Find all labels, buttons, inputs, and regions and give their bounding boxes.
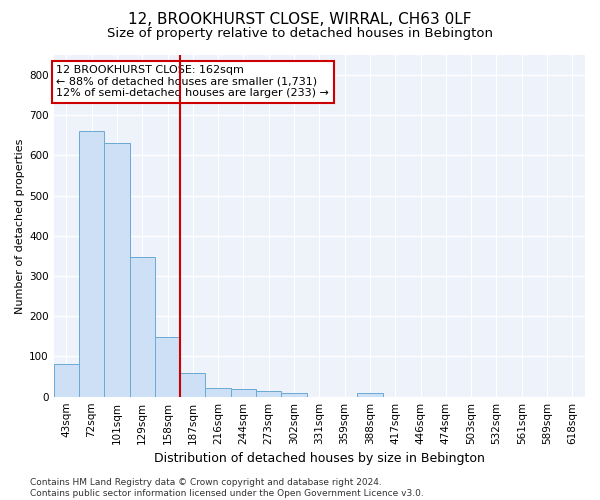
Bar [281, 394, 307, 396]
Bar [79, 132, 104, 396]
Bar [256, 392, 281, 396]
Bar [53, 364, 79, 396]
Bar [130, 257, 155, 396]
Bar [104, 144, 130, 396]
X-axis label: Distribution of detached houses by size in Bebington: Distribution of detached houses by size … [154, 452, 485, 465]
Bar [180, 374, 205, 396]
Y-axis label: Number of detached properties: Number of detached properties [15, 138, 25, 314]
Bar [231, 390, 256, 396]
Text: 12, BROOKHURST CLOSE, WIRRAL, CH63 0LF: 12, BROOKHURST CLOSE, WIRRAL, CH63 0LF [128, 12, 472, 28]
Text: 12 BROOKHURST CLOSE: 162sqm
← 88% of detached houses are smaller (1,731)
12% of : 12 BROOKHURST CLOSE: 162sqm ← 88% of det… [56, 66, 329, 98]
Text: Contains HM Land Registry data © Crown copyright and database right 2024.
Contai: Contains HM Land Registry data © Crown c… [30, 478, 424, 498]
Bar [155, 337, 180, 396]
Bar [357, 394, 383, 396]
Bar [205, 388, 231, 396]
Text: Size of property relative to detached houses in Bebington: Size of property relative to detached ho… [107, 28, 493, 40]
